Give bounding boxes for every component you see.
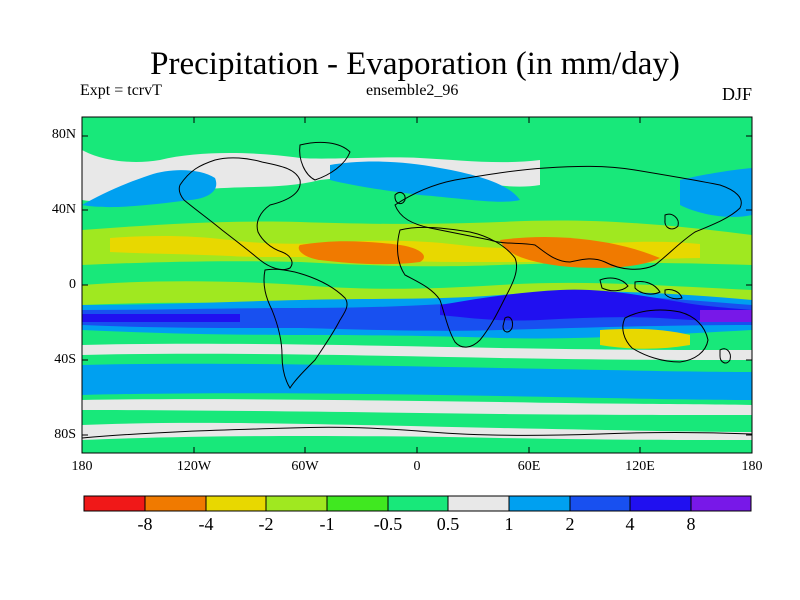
lon-label-120w: 120W [176,459,212,474]
colorbar-label-7: 2 [565,514,575,534]
lon-label-180e: 180 [741,459,763,474]
field-band-north-pacific-2 [680,168,752,217]
lon-label-120e: 120E [625,459,655,474]
lon-label-180w: 180 [71,459,93,474]
coast-maritime-continent [599,277,683,300]
lat-label-0: 0 [69,277,76,292]
field-band-southern-ocean-white [82,343,752,360]
colorbar-swatch-8 [569,495,631,512]
colorbar-label-2: -2 [258,514,274,534]
coast-north-america [178,157,301,271]
colorbar-label-8: 4 [625,514,635,534]
field-band-orange-arabia [500,237,660,268]
map-panel [81,116,753,454]
experiment-label: Expt = tcrvT [80,82,162,99]
coast-greenland [299,141,351,181]
colorbar-swatch-9 [629,495,692,512]
coast-australia [622,309,709,363]
axis-ticks [82,117,752,453]
colorbar-swatch-3 [265,495,328,512]
colorbar-swatch-1 [144,495,207,512]
colorbar-swatch-7 [508,495,571,512]
lat-label-80n: 80N [51,127,76,142]
lon-label-0: 0 [413,459,421,474]
colorbar-label-9: 8 [686,514,696,534]
colorbar-swatch-0 [83,495,146,512]
field-band-south-yellow [600,328,690,349]
colorbar-label-5: 0.5 [436,514,460,534]
colorbar-swatch-2 [205,495,267,512]
coast-japan [664,213,679,230]
lat-label-40s: 40S [54,352,76,367]
field-band-indian-indigo [440,289,752,322]
colorbar-label-0: -8 [137,514,153,534]
field-band-antarctic-white [82,399,752,415]
colorbar-label-6: 1 [504,514,514,534]
coast-madagascar [502,316,513,333]
plot-title: Precipitation - Evaporation (in mm/day) [150,46,680,82]
lat-label-80s: 80S [54,427,76,442]
field-band-indian-violet [700,310,752,322]
field-band-southern-ocean-blue [82,363,752,400]
colorbar-swatch-5 [387,495,449,512]
field-band-south-indigo [82,314,240,322]
colorbar-label-1: -4 [198,514,214,534]
field-band-orange-sahara [298,241,424,265]
colorbar [83,495,752,512]
run-label: ensemble2_96 [366,82,459,99]
colorbar-label-3: -1 [319,514,335,534]
coast-new-zealand [719,348,731,364]
precipitation-field [82,117,752,453]
coast-british-isles [394,192,406,205]
coast-eurasia [394,165,742,270]
lon-label-60e: 60E [517,459,541,474]
lon-label-60w: 60W [291,459,319,474]
coast-africa [397,226,518,348]
coast-south-america [263,268,348,389]
lat-label-40n: 40N [51,202,76,217]
colorbar-label-4: -0.5 [373,514,403,534]
colorbar-swatch-6 [447,495,510,512]
colorbar-swatch-10 [690,495,752,512]
coast-antarctica [82,426,752,439]
colorbar-swatch-4 [326,495,389,512]
coastlines [82,141,752,439]
season-label: DJF [722,84,753,104]
field-band-north-pacific [330,161,520,202]
